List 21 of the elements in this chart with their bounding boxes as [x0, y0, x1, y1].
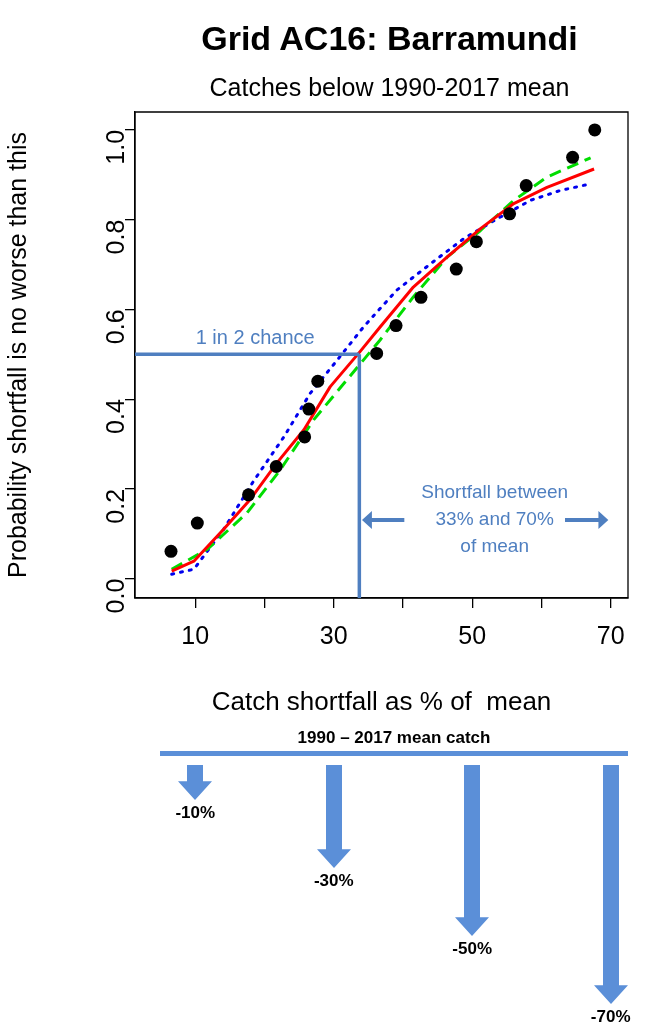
y-tick-label: 1.0 — [100, 129, 129, 165]
chart-subtitle: Catches below 1990-2017 mean — [209, 73, 570, 101]
y-axis-title: Probability shortfall is no worse than this — [2, 131, 31, 579]
x-tick-label: 50 — [458, 620, 487, 649]
y-tick-label: 0.8 — [100, 219, 129, 255]
text: -50% — [452, 939, 493, 959]
ref-line-label: 1 in 2 chance — [195, 325, 315, 348]
x-tick-label: 10 — [181, 620, 210, 649]
text: -30% — [313, 871, 354, 891]
x-axis-title: Catch shortfall as % of mean — [211, 685, 552, 716]
y-tick-label: 0.4 — [100, 399, 129, 434]
y-tick-label: 0.6 — [100, 309, 129, 345]
text: -10% — [175, 803, 216, 823]
ref-line-label: Shortfall between 33% and 70% of mean — [421, 481, 569, 557]
text: 1990 – 2017 mean catch — [297, 728, 491, 748]
text: -70% — [590, 1007, 631, 1027]
chart-title: Grid AC16: Barramundi — [201, 19, 578, 57]
y-tick-label: 0.0 — [100, 578, 129, 614]
x-tick-label: 30 — [319, 620, 348, 649]
y-tick-label: 0.2 — [100, 488, 129, 524]
x-tick-label: 70 — [596, 620, 625, 649]
